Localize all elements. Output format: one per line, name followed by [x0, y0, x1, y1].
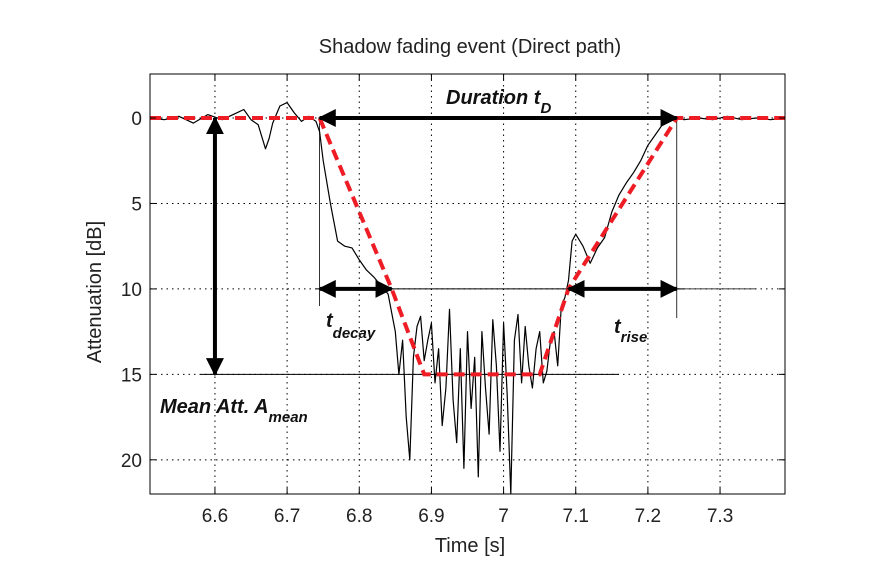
annotation-duration-text: Duration t — [446, 87, 542, 109]
annotation-layer — [205, 109, 679, 377]
x-tick-label: 7 — [498, 506, 509, 527]
x-tick-label: 7.3 — [707, 506, 733, 527]
annotation-decay: tdecay — [326, 310, 376, 342]
annotation-rise-subscript: rise — [621, 329, 648, 346]
x-tick-label: 7.1 — [563, 506, 589, 527]
axis-ticks: 6.6 6.7 6.8 6.9 7 7.1 7.2 7.3 0 5 10 15 20 — [121, 74, 785, 527]
annotation-rise-text: t — [614, 316, 622, 338]
x-axis-label: Time [s] — [435, 535, 505, 557]
annotation-mean-text: Mean Att. A — [160, 396, 269, 418]
y-axis-label: Attenuation [dB] — [84, 221, 106, 363]
x-tick-label: 6.7 — [274, 506, 300, 527]
x-tick-label: 7.2 — [635, 506, 661, 527]
y-tick-label: 5 — [131, 194, 142, 215]
chart-title: Shadow fading event (Direct path) — [319, 36, 621, 58]
model-attenuation-line — [150, 116, 785, 377]
plot-frame — [149, 73, 786, 495]
annotation-decay-subscript: decay — [333, 325, 376, 342]
annotation-decay-text: t — [326, 310, 334, 332]
y-tick-label: 20 — [121, 451, 142, 472]
annotation-mean-subscript: mean — [269, 409, 308, 426]
y-tick-label: 10 — [121, 280, 142, 301]
measured-attenuation-line — [150, 101, 785, 494]
grid — [150, 74, 785, 494]
annotation-duration: Duration tD — [446, 87, 551, 117]
annotation-mean: Mean Att. Amean — [160, 396, 308, 426]
x-tick-label: 6.6 — [202, 506, 228, 527]
y-tick-label: 15 — [121, 365, 142, 386]
annotation-rise: trise — [614, 316, 647, 346]
y-tick-label: 0 — [131, 109, 142, 130]
x-tick-label: 6.8 — [346, 506, 372, 527]
x-tick-label: 6.9 — [418, 506, 444, 527]
annotation-duration-subscript: D — [540, 100, 551, 117]
series-layer — [150, 101, 785, 494]
